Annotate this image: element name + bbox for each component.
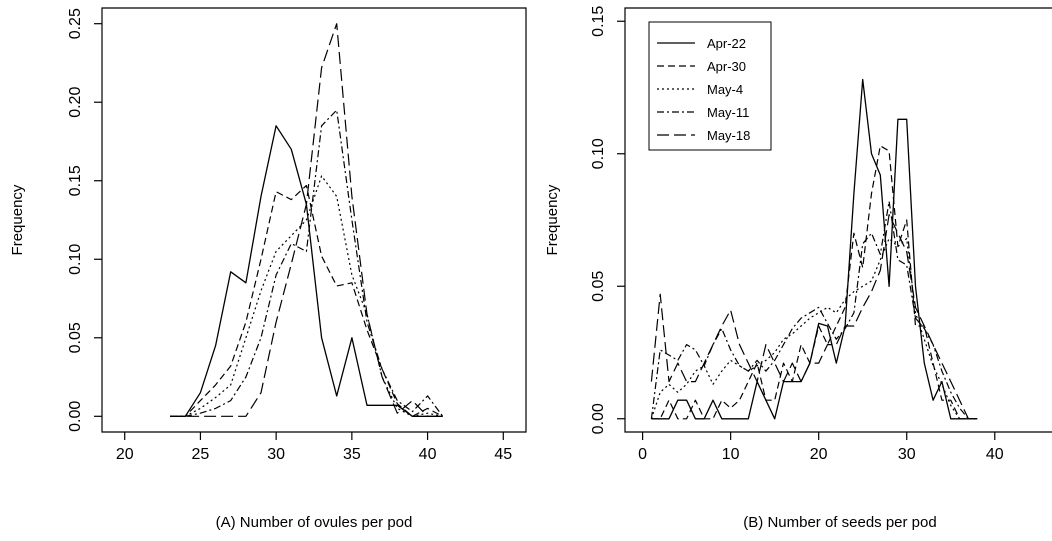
plot-frame xyxy=(101,7,527,433)
x-tick-label: 10 xyxy=(722,446,740,463)
x-tick-label: 20 xyxy=(116,446,134,463)
legend: Apr-22 Apr-30 May-4 May-11 May-18 xyxy=(648,21,772,151)
series-line-may-4 xyxy=(170,175,443,417)
y-axis-title: Frequency xyxy=(9,184,26,255)
x-tick-label: 40 xyxy=(419,446,437,463)
legend-label: May-11 xyxy=(707,105,749,120)
y-tick-label: 0.15 xyxy=(67,165,84,196)
series-line-apr-30 xyxy=(170,184,443,417)
series-line-may-18 xyxy=(650,214,978,420)
y-tick-label: 0.00 xyxy=(590,403,607,434)
y-tick-label: 0.15 xyxy=(590,6,607,37)
series-line-may-4 xyxy=(650,237,978,420)
y-tick-label: 0.25 xyxy=(67,8,84,39)
legend-label: May-18 xyxy=(707,128,750,143)
panel-a: 20 25 30 35 40 45 0.00 0.05 0.10 0.15 0.20 0.25 Freq… xyxy=(9,7,527,531)
series-line-apr-30 xyxy=(651,145,978,420)
legend-label: Apr-30 xyxy=(707,59,746,74)
x-tick-label: 0 xyxy=(638,446,647,463)
x-tick-label: 20 xyxy=(810,446,828,463)
plot-frame xyxy=(624,7,1052,433)
series-line-may-11 xyxy=(650,200,978,420)
panel-b: 0 10 20 30 40 0.00 0.05 0.10 0.15 Frequency (B) Nu… xyxy=(544,6,1052,531)
series-line-may-18 xyxy=(170,23,443,417)
y-tick-label: 0.05 xyxy=(67,322,84,353)
x-tick-label: 30 xyxy=(898,446,916,463)
x-axis-title: (A) Number of ovules per pod xyxy=(216,514,413,531)
x-tick-label: 35 xyxy=(343,446,361,463)
x-tick-label: 25 xyxy=(192,446,210,463)
y-axis-title: Frequency xyxy=(544,184,561,255)
y-tick-label: 0.10 xyxy=(590,138,607,169)
x-tick-label: 45 xyxy=(494,446,512,463)
series-line-may-11 xyxy=(170,109,444,417)
legend-label: May-4 xyxy=(707,82,743,97)
y-tick-label: 0.05 xyxy=(590,271,607,302)
x-axis-title: (B) Number of seeds per pod xyxy=(743,514,936,531)
y-tick-label: 0.00 xyxy=(67,401,84,432)
y-tick-label: 0.10 xyxy=(67,244,84,275)
legend-label: Apr-22 xyxy=(707,36,746,51)
x-tick-label: 30 xyxy=(267,446,285,463)
series-line-apr-22 xyxy=(170,125,443,417)
y-tick-label: 0.20 xyxy=(67,87,84,118)
x-tick-label: 40 xyxy=(986,446,1004,463)
